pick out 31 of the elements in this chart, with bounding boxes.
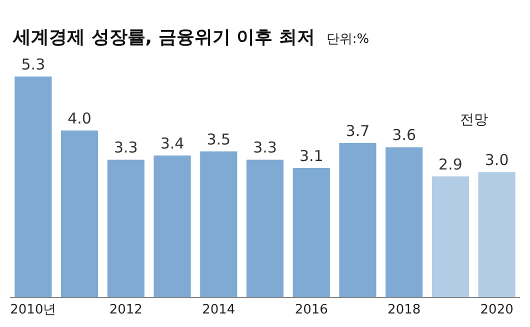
chart-subtitle: 단위:%: [326, 32, 370, 47]
bar: [386, 147, 423, 297]
bar: [246, 160, 284, 297]
x-tick-label: 2016: [294, 302, 328, 318]
bar: [432, 176, 469, 297]
bar: [339, 143, 376, 297]
data-label: 4.0: [68, 110, 92, 128]
x-tick-label: 2018: [388, 302, 421, 318]
x-tick-label: 2014: [202, 302, 236, 318]
data-label: 3.6: [392, 126, 416, 144]
bar: [154, 156, 191, 297]
data-label: 3.3: [253, 138, 277, 157]
bar: [107, 160, 144, 297]
x-tick-label: 2010년: [10, 302, 56, 318]
bar: [14, 76, 52, 297]
chart-title: 세계경제 성장률, 금융위기 이후 최저: [12, 27, 315, 48]
annotation: 전망: [460, 112, 488, 128]
x-tick-label: 2012: [109, 302, 142, 318]
data-label: 3.3: [114, 138, 138, 157]
bar: [292, 168, 330, 297]
data-label: 3.1: [299, 147, 324, 166]
data-label: 2.9: [438, 155, 462, 174]
data-label: 3.4: [160, 134, 184, 153]
data-label: 3.7: [346, 122, 370, 140]
bar: [200, 151, 238, 297]
data-label: 5.3: [21, 55, 46, 74]
data-label: 3.0: [484, 151, 509, 170]
bar: [478, 172, 516, 297]
x-tick-label: 2020: [480, 302, 514, 318]
data-label: 3.5: [206, 130, 231, 148]
bar: [61, 130, 98, 297]
